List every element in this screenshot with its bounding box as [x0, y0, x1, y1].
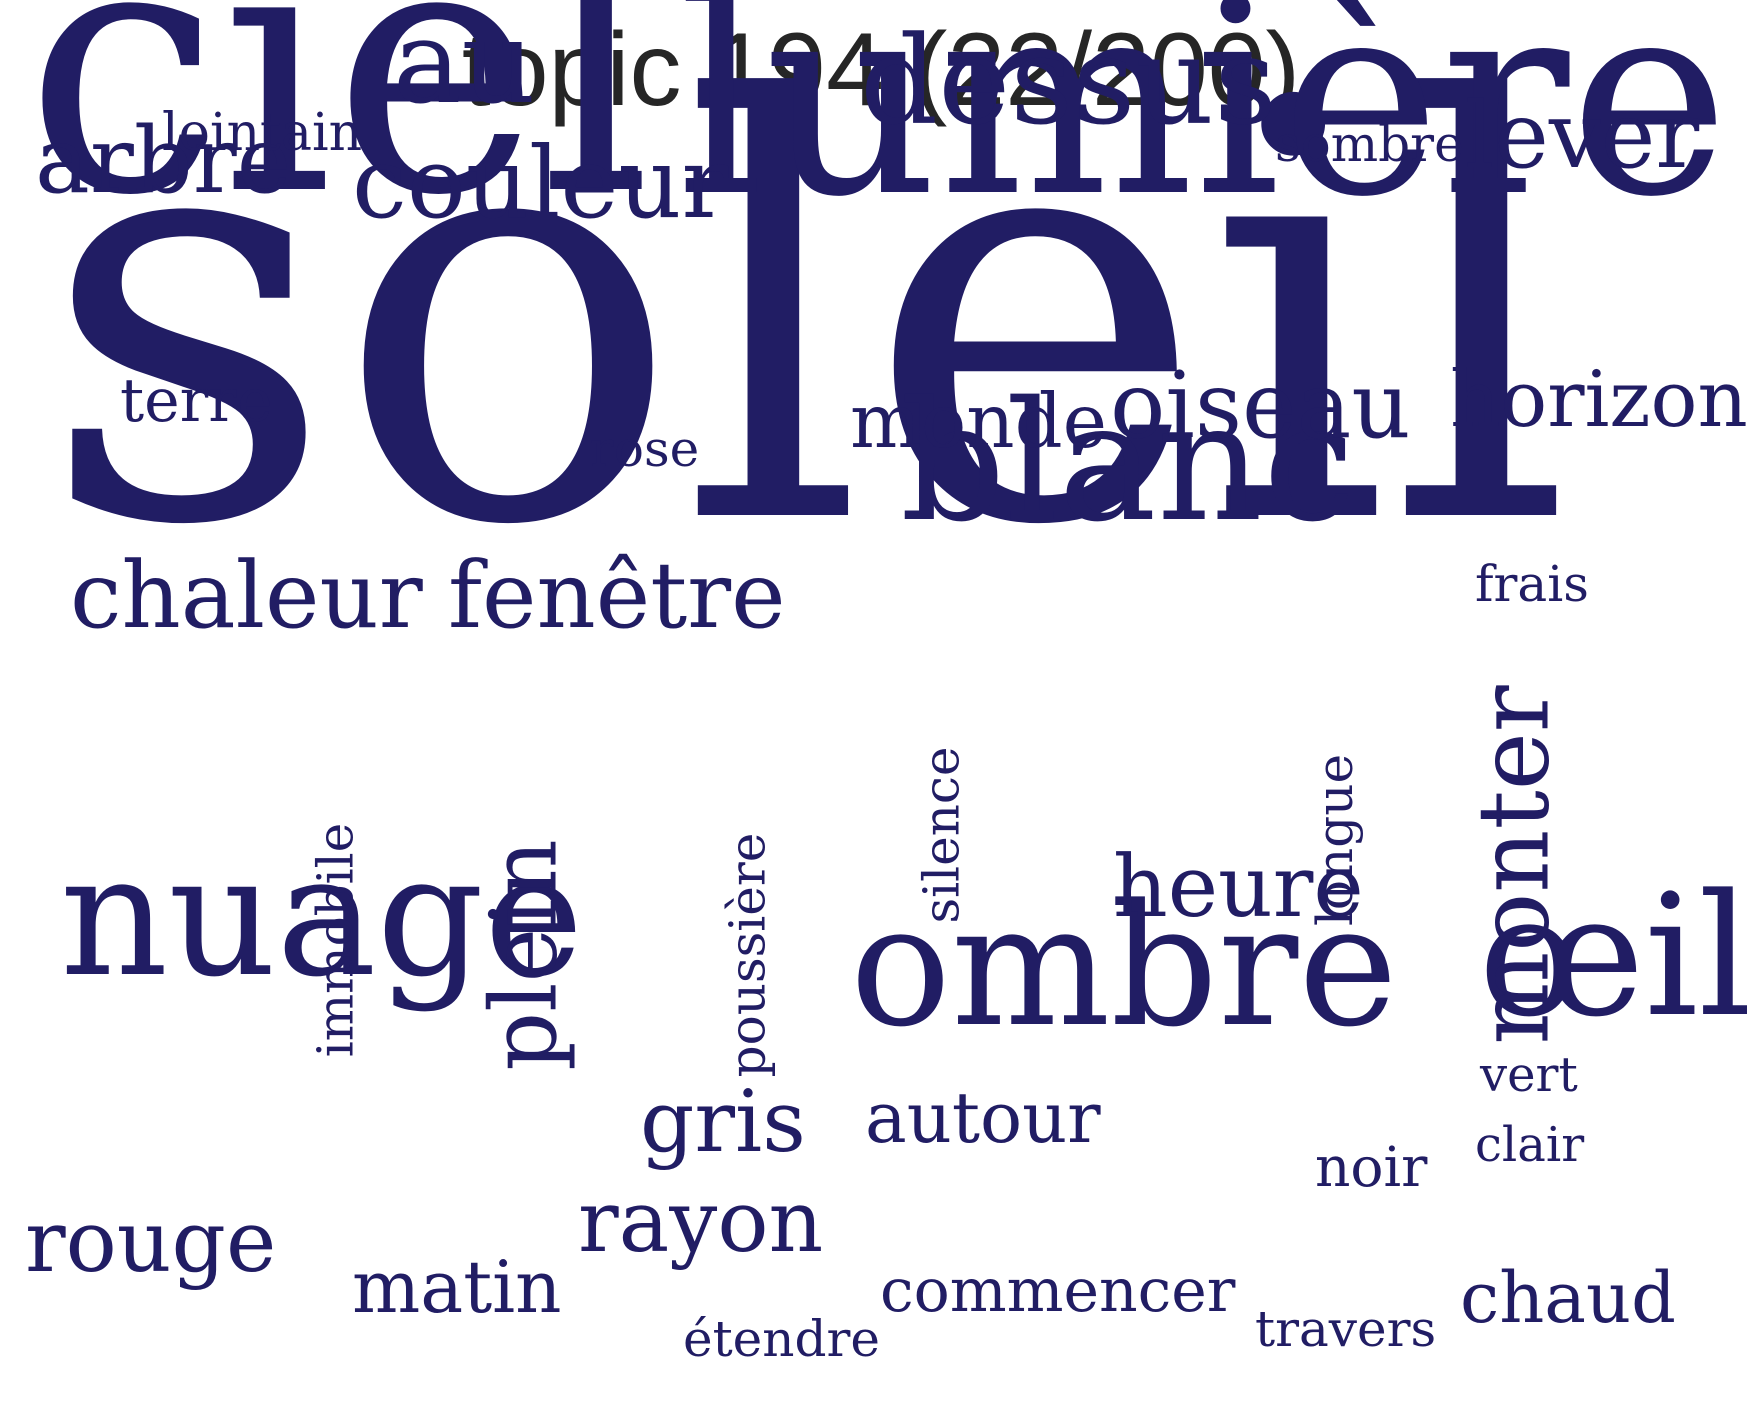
word-1: ciel	[25, 0, 653, 272]
word-24: matin	[352, 1244, 562, 1329]
word-35: poussière	[717, 832, 776, 1078]
word-17: horizon	[1450, 355, 1748, 446]
word-7: dessus	[860, 9, 1277, 152]
word-20: monde	[850, 376, 1107, 465]
word-31: frais	[1475, 555, 1589, 613]
word-40: étendre	[683, 1310, 880, 1368]
word-11: arbre	[35, 106, 292, 214]
word-8: monter	[1458, 685, 1572, 1045]
word-39: travers	[1255, 1300, 1437, 1358]
word-3: ombre	[850, 868, 1398, 1065]
word-12: chaleur	[70, 541, 423, 649]
word-33: longue	[1305, 753, 1364, 927]
word-25: chaud	[1460, 1256, 1676, 1339]
word-18: heure	[1113, 838, 1364, 938]
word-27: terre	[120, 365, 273, 436]
word-19: rayon	[578, 1173, 824, 1273]
word-5: œil	[1478, 858, 1752, 1055]
word-34: immobile	[306, 822, 364, 1058]
word-4: nuage	[60, 818, 584, 1015]
word-2: lumière	[678, 0, 1730, 256]
word-26: commencer	[880, 1255, 1236, 1326]
word-16: oiseau	[1110, 351, 1411, 459]
word-15: plein	[471, 839, 578, 1071]
word-22: gris	[640, 1073, 806, 1173]
word-36: vert	[1480, 1046, 1578, 1103]
word-29: sombre	[1275, 115, 1464, 173]
word-14: lever	[1465, 81, 1700, 189]
page-title: topic 194 (22/200)	[461, 12, 1301, 128]
word-23: autour	[865, 1076, 1101, 1159]
word-6: blanc	[900, 365, 1356, 558]
word-37: clair	[1475, 1116, 1585, 1173]
word-9: au	[393, 0, 536, 130]
word-13: fenêtre	[448, 541, 786, 649]
word-38: noir	[1315, 1134, 1428, 1199]
word-0: soleil	[40, 0, 1574, 651]
word-32: silence	[913, 746, 971, 924]
word-28: lointain	[162, 103, 363, 164]
word-21: rouge	[25, 1193, 277, 1293]
word-30: rose	[590, 420, 700, 478]
word-10: couleur	[352, 126, 729, 241]
